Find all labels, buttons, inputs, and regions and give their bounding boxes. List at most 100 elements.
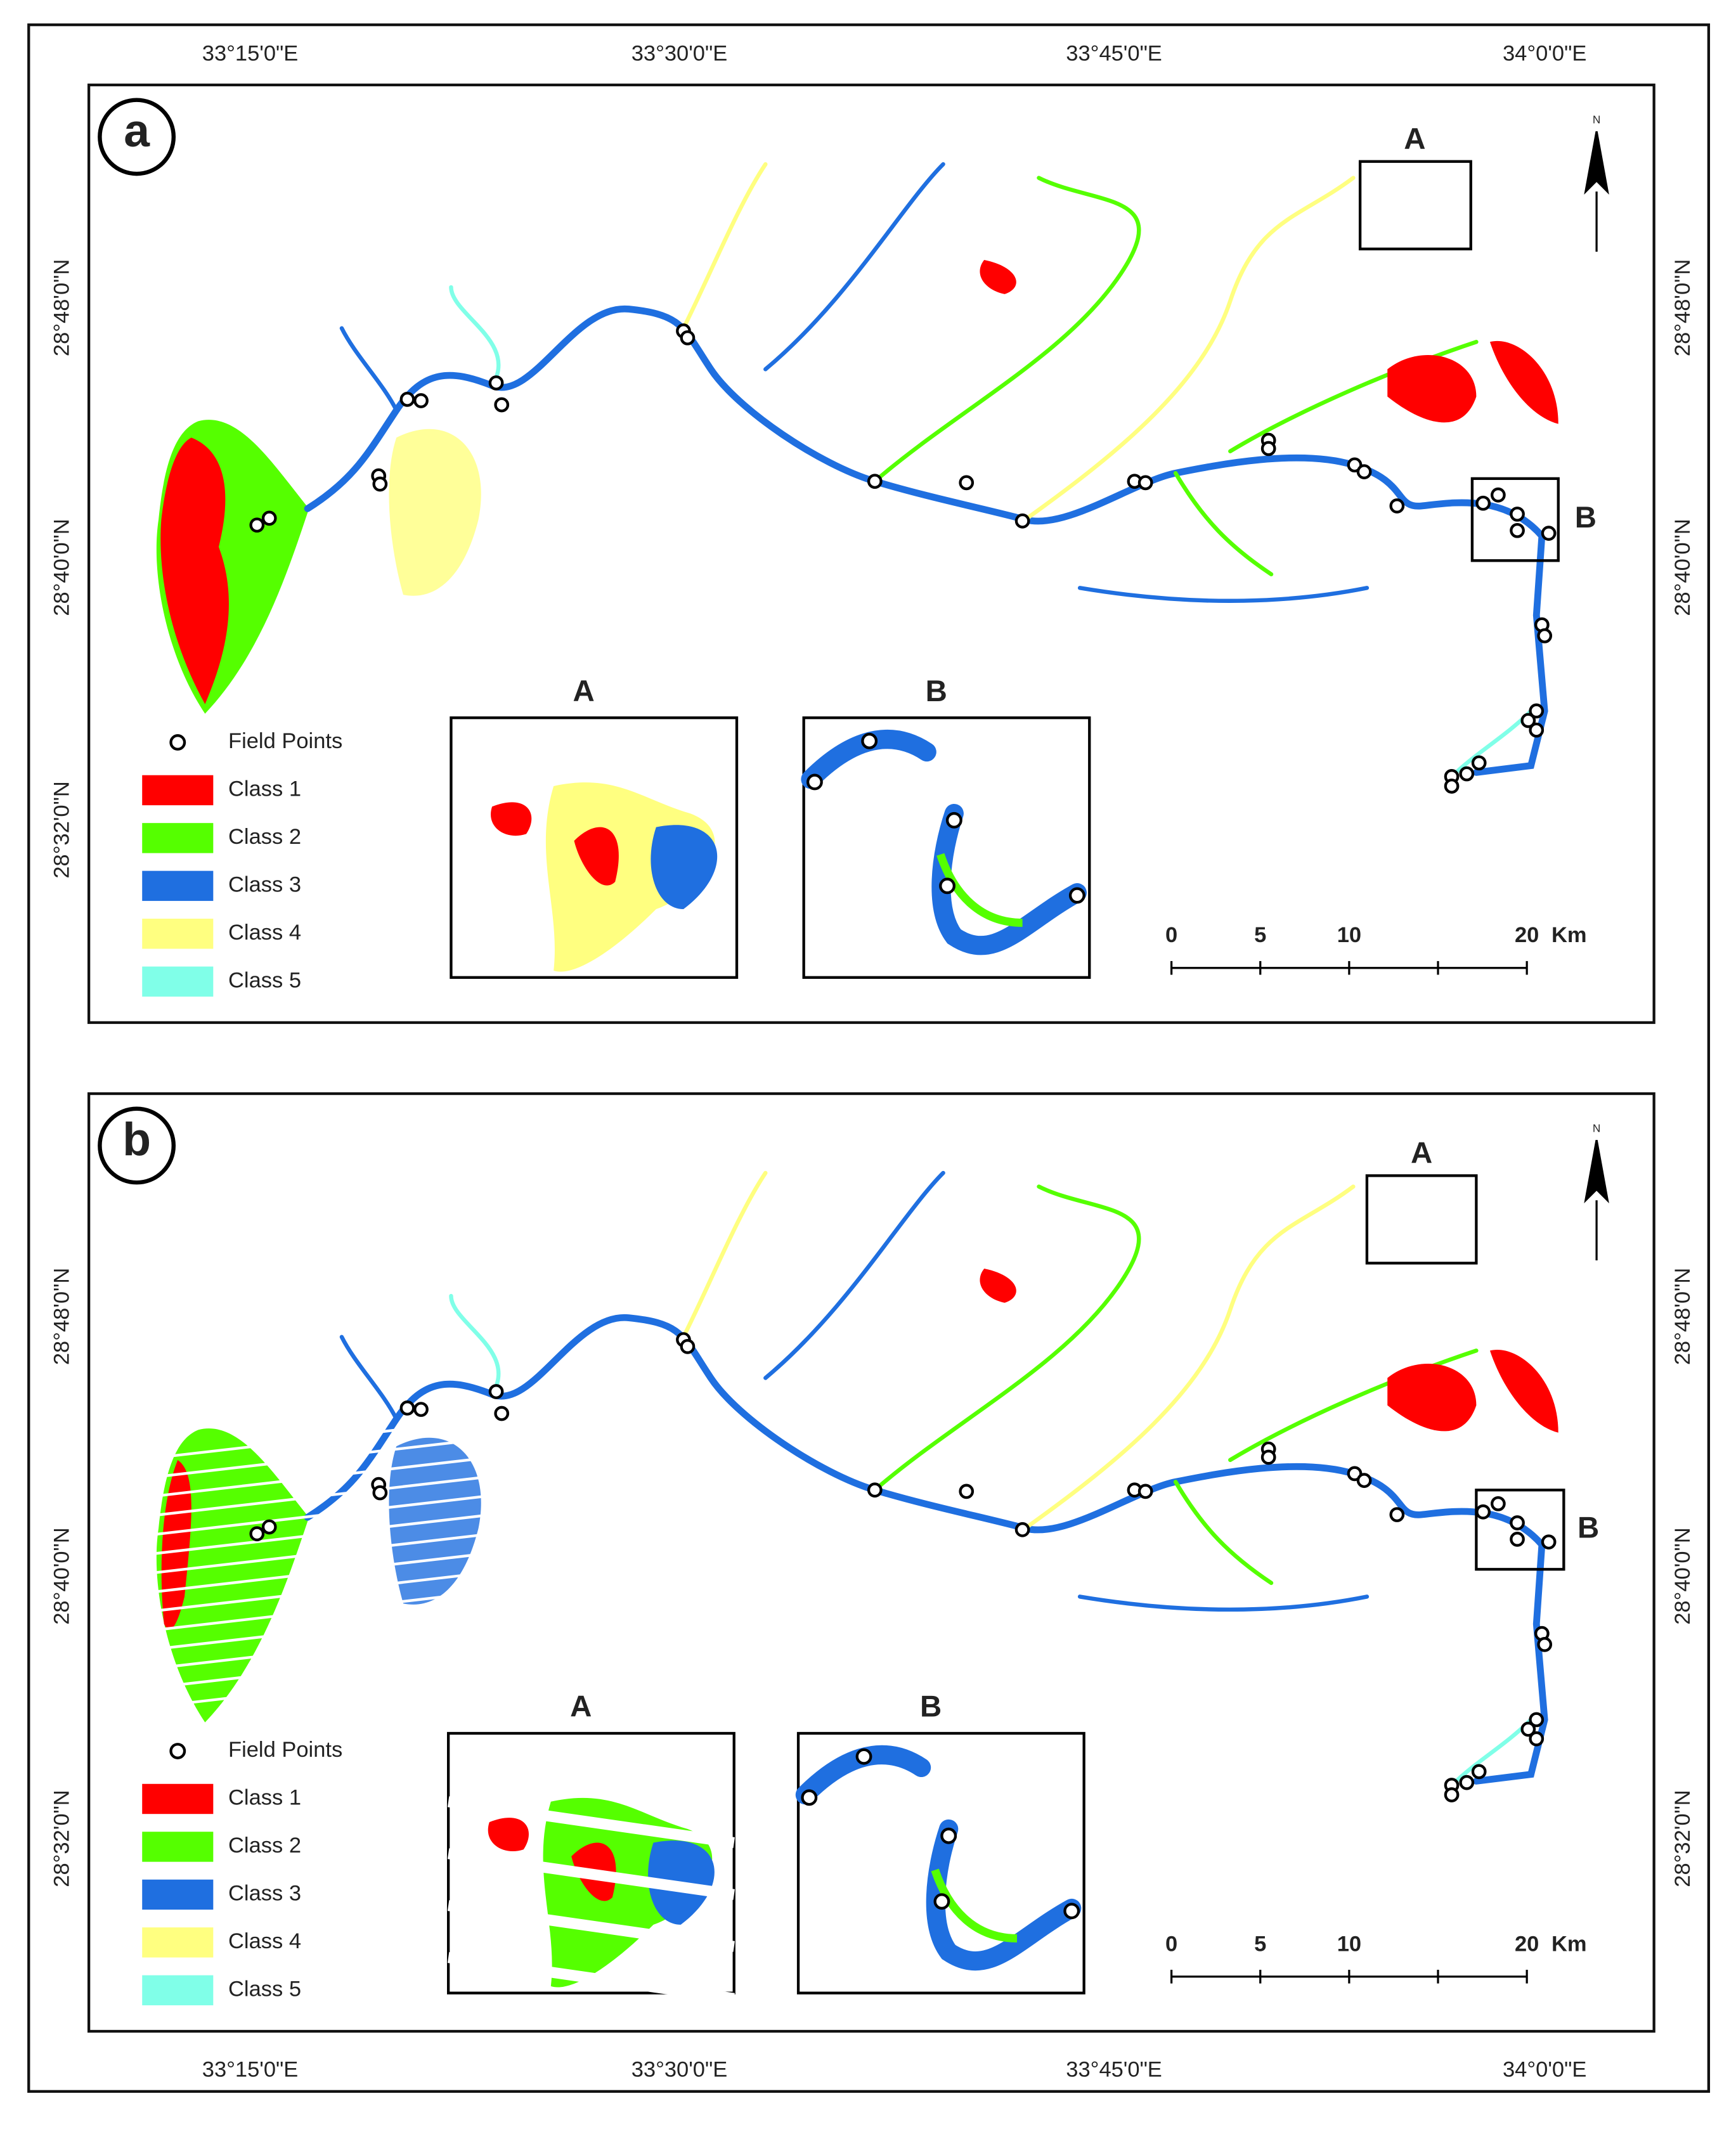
scan-gap bbox=[447, 1848, 735, 1900]
field-point bbox=[1510, 522, 1525, 538]
panel-label: b bbox=[122, 1113, 151, 1165]
latitude-label: 28°40'0"N bbox=[49, 519, 74, 616]
class1-patch bbox=[980, 1268, 1016, 1303]
river bbox=[1228, 340, 1479, 453]
panel-label: a bbox=[124, 105, 150, 157]
scale-bar-label: 5 bbox=[1254, 1932, 1266, 1956]
field-point bbox=[1444, 1787, 1460, 1802]
legend-label: Class 1 bbox=[228, 1786, 301, 1810]
longitude-label: 33°30'0"E bbox=[632, 42, 728, 66]
field-point bbox=[261, 1519, 277, 1535]
river bbox=[872, 1184, 1141, 1492]
field-point bbox=[959, 1484, 975, 1499]
scan-gap bbox=[136, 1513, 493, 1557]
river bbox=[1077, 586, 1370, 603]
legend-label: Class 4 bbox=[228, 1929, 301, 1953]
field-point bbox=[867, 1482, 883, 1498]
legend-point-symbol bbox=[169, 1743, 186, 1759]
legend-label: Field Points bbox=[228, 1738, 342, 1762]
inset-extent-box bbox=[1470, 477, 1560, 562]
longitude-label: 33°15'0"E bbox=[202, 42, 299, 66]
scale-bar-label: 0 bbox=[1165, 1932, 1177, 1956]
field-point bbox=[1459, 1775, 1475, 1790]
river bbox=[339, 1335, 399, 1421]
field-point bbox=[1260, 1449, 1276, 1465]
field-point bbox=[1510, 1532, 1525, 1547]
field-point bbox=[1529, 722, 1545, 738]
river bbox=[1023, 176, 1356, 522]
inset-class3 bbox=[651, 825, 718, 909]
inset-river bbox=[931, 1868, 1018, 1943]
scale-bar-label: 20 bbox=[1515, 923, 1539, 947]
field-point bbox=[867, 474, 883, 489]
scan-gap bbox=[136, 1647, 493, 1691]
field-point bbox=[1389, 1507, 1405, 1522]
latitude-label: 28°40'0"N bbox=[1671, 1527, 1695, 1624]
field-point bbox=[1389, 498, 1405, 514]
legend-point-symbol bbox=[169, 734, 186, 751]
inset-extent-box bbox=[1365, 1174, 1478, 1265]
field-point bbox=[1529, 703, 1545, 719]
field-point bbox=[680, 1339, 696, 1354]
river bbox=[1077, 1594, 1370, 1612]
field-point bbox=[1520, 1721, 1536, 1737]
scan-gap bbox=[447, 1796, 735, 1849]
class1-patch bbox=[1489, 1349, 1558, 1433]
scan-gap bbox=[136, 1532, 493, 1577]
field-point bbox=[1537, 628, 1553, 643]
longitude-label: 34°0'0"E bbox=[1503, 2058, 1586, 2082]
river bbox=[872, 176, 1141, 484]
class1-patch bbox=[1489, 340, 1558, 424]
field-point bbox=[855, 1748, 872, 1765]
river bbox=[339, 326, 399, 413]
scan-gap bbox=[136, 1551, 493, 1596]
field-point bbox=[1537, 1637, 1553, 1652]
scale-bar-label: 0 bbox=[1165, 923, 1177, 947]
inset-label: B bbox=[920, 1690, 942, 1724]
outer-border bbox=[27, 23, 1711, 2093]
latitude-label: 28°32'0"N bbox=[49, 1790, 74, 1887]
delta-class1 bbox=[160, 437, 229, 704]
scale-bar-label: 10 bbox=[1337, 1932, 1361, 1956]
scan-gap bbox=[447, 1900, 735, 1952]
inset-label: A bbox=[570, 1690, 592, 1724]
north-arrow bbox=[1584, 131, 1609, 252]
inset-class1 bbox=[491, 802, 532, 836]
scan-gap bbox=[136, 1589, 493, 1634]
legend-swatch bbox=[142, 1783, 214, 1814]
scan-gap bbox=[136, 1418, 493, 1461]
field-point bbox=[1529, 1712, 1545, 1728]
legend-label: Class 5 bbox=[228, 968, 301, 992]
field-point bbox=[933, 1893, 950, 1910]
field-point bbox=[494, 397, 510, 413]
river bbox=[449, 285, 501, 388]
longitude-label: 33°15'0"E bbox=[202, 2058, 299, 2082]
scale-bar-label: 20 bbox=[1515, 1932, 1539, 1956]
latitude-label: 28°48'0"N bbox=[1671, 259, 1695, 356]
field-point bbox=[261, 510, 277, 526]
inset-extent-label: A bbox=[1411, 1137, 1432, 1170]
north-arrow bbox=[1584, 1140, 1609, 1261]
legend-swatch bbox=[142, 775, 214, 806]
scale-bar-label: 5 bbox=[1254, 923, 1266, 947]
legend-swatch bbox=[142, 1975, 214, 2006]
field-point bbox=[1529, 1731, 1545, 1747]
field-point bbox=[1510, 1515, 1525, 1530]
longitude-label: 33°45'0"E bbox=[1066, 42, 1162, 66]
field-point bbox=[494, 1406, 510, 1421]
river bbox=[1228, 1348, 1479, 1463]
field-point bbox=[1356, 1473, 1372, 1489]
scale-bar-label: 10 bbox=[1337, 923, 1361, 947]
inset-extent-label: A bbox=[1404, 122, 1425, 156]
inset-label: B bbox=[926, 675, 947, 708]
longitude-label: 34°0'0"E bbox=[1503, 42, 1586, 66]
field-point bbox=[399, 1400, 415, 1416]
legend-label: Class 2 bbox=[228, 825, 301, 849]
field-point bbox=[372, 476, 388, 492]
field-point bbox=[1137, 1484, 1153, 1499]
legend-swatch bbox=[142, 870, 214, 902]
latitude-label: 28°40'0"N bbox=[49, 1527, 74, 1624]
latitude-label: 28°48'0"N bbox=[49, 259, 74, 356]
field-point bbox=[801, 1789, 818, 1806]
